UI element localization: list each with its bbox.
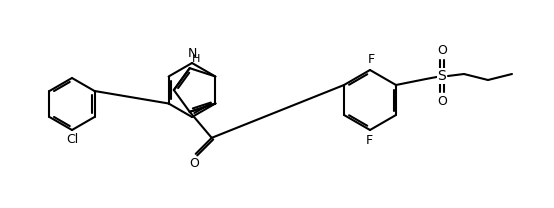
- Text: H: H: [192, 54, 200, 64]
- Text: O: O: [437, 44, 447, 57]
- Text: F: F: [367, 53, 375, 66]
- Text: Cl: Cl: [66, 133, 78, 146]
- Text: O: O: [437, 95, 447, 108]
- Text: F: F: [366, 134, 372, 147]
- Text: O: O: [189, 157, 199, 170]
- Text: N: N: [187, 47, 197, 60]
- Text: S: S: [438, 69, 447, 83]
